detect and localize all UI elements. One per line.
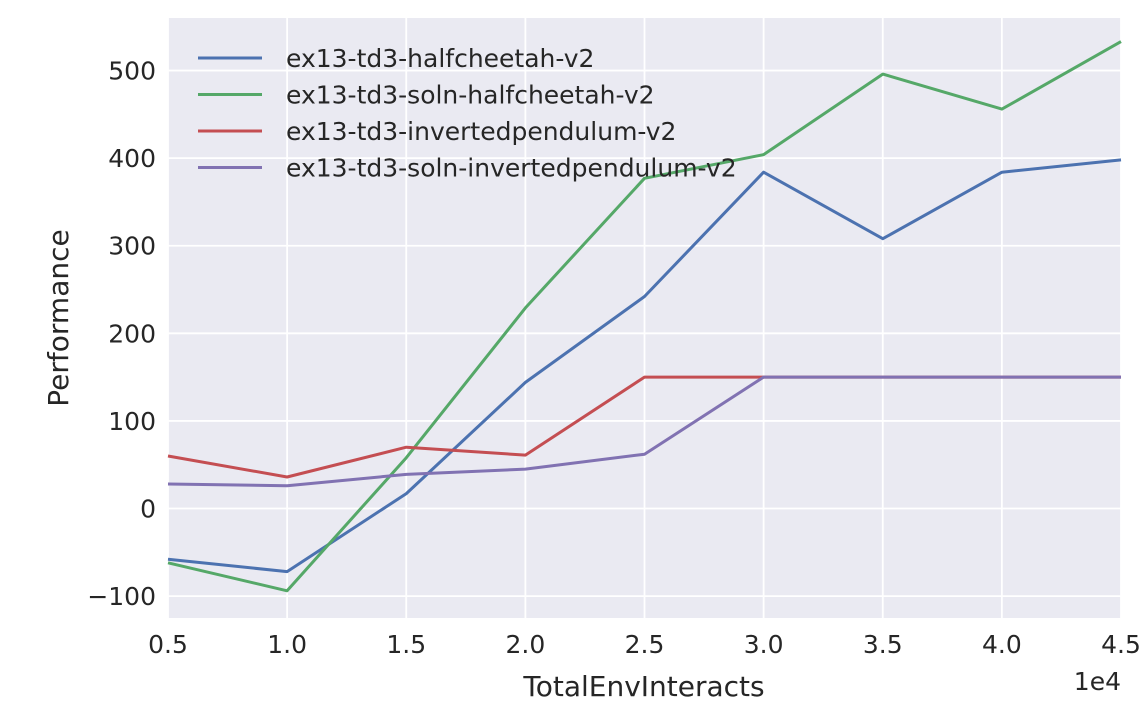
y-tick-label: 300 xyxy=(108,232,156,261)
x-tick-label: 1.0 xyxy=(267,630,307,659)
legend-entry-label: ex13-td3-halfcheetah-v2 xyxy=(286,44,594,73)
legend-entry-label: ex13-td3-soln-invertedpendulum-v2 xyxy=(286,154,737,183)
y-axis-label: Performance xyxy=(42,229,75,406)
y-tick-label: 100 xyxy=(108,407,156,436)
series-line-4 xyxy=(167,375,1121,488)
y-tick-label: 400 xyxy=(108,144,156,173)
x-tick-label: 3.0 xyxy=(744,630,784,659)
y-tick-label: 200 xyxy=(108,319,156,348)
x-tick-label: 2.0 xyxy=(505,630,545,659)
legend: ex13-td3-halfcheetah-v2 ex13-td3-soln-hal… xyxy=(198,44,737,183)
legend-entry-label: ex13-td3-soln-halfcheetah-v2 xyxy=(286,81,655,110)
y-tick-labels: −100 0 100 200 300 400 500 xyxy=(87,57,156,612)
series-line-2 xyxy=(167,40,1122,593)
grid-lines xyxy=(167,18,1122,618)
x-offset-label: 1e4 xyxy=(1074,667,1121,696)
y-tick-label: −100 xyxy=(87,582,156,611)
x-tick-label: 2.5 xyxy=(625,630,665,659)
x-axis-label: TotalEnvInteracts xyxy=(522,670,764,703)
x-tick-labels: 0.5 1.0 1.5 2.0 2.5 3.0 3.5 4.0 4.5 xyxy=(148,630,1141,659)
x-tick-label: 0.5 xyxy=(148,630,188,659)
x-tick-label: 4.0 xyxy=(982,630,1022,659)
x-tick-label: 3.5 xyxy=(863,630,903,659)
x-tick-label: 1.5 xyxy=(386,630,426,659)
legend-entry-label: ex13-td3-invertedpendulum-v2 xyxy=(286,117,676,146)
x-tick-label: 4.5 xyxy=(1101,630,1141,659)
y-tick-label: 0 xyxy=(140,495,156,524)
y-tick-label: 500 xyxy=(108,57,156,86)
series-lines xyxy=(167,40,1122,593)
